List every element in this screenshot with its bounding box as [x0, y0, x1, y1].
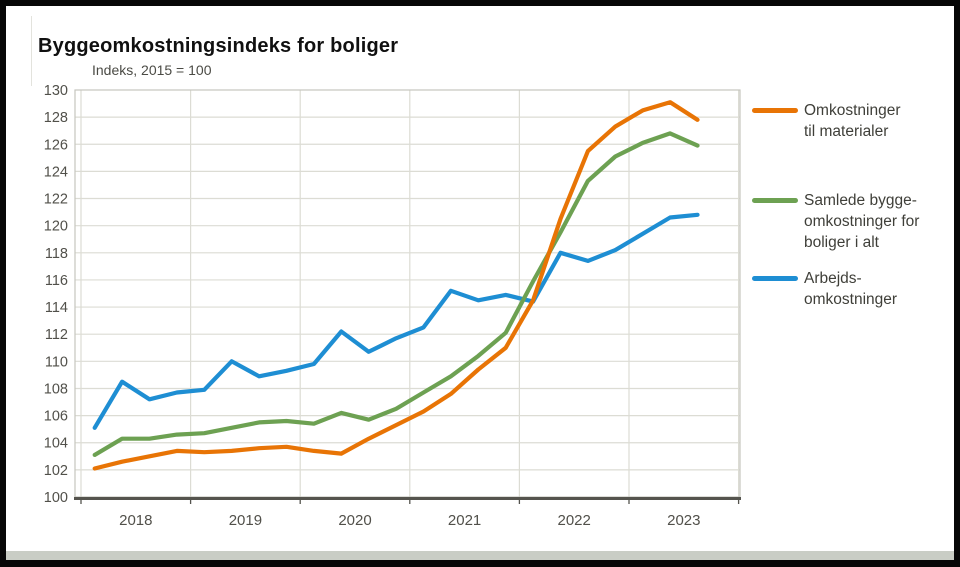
series-line-samlede	[92, 131, 700, 457]
chart-subtitle: Indeks, 2015 = 100	[92, 62, 212, 78]
scrollbar-track[interactable]	[6, 551, 954, 560]
legend-item-arbejds: Arbejds- omkostninger	[752, 268, 952, 310]
x-axis-tick-label: 2018	[119, 512, 152, 529]
chart-canvas: 100 102 104 106 108 110 112 114 116 118 120 122 124 1…	[44, 83, 741, 529]
x-axis-tick-label: 2019	[229, 512, 262, 529]
legend-item-materialer: Omkostninger til materialer	[752, 100, 952, 142]
legend-line-swatch-materialer-icon	[752, 108, 798, 113]
legend-item-samlede: Samlede bygge- omkostninger for boliger …	[752, 190, 952, 253]
y-axis-tick-label: 116	[45, 273, 68, 289]
y-axis-tick-label: 108	[44, 381, 68, 397]
x-axis-tick-label: 2020	[338, 512, 371, 529]
series-line-arbejds	[92, 212, 700, 430]
legend-line-swatch-arbejds-icon	[752, 276, 798, 281]
legend-label-samlede: Samlede bygge- omkostninger for boliger …	[804, 192, 920, 251]
legend-label-materialer: Omkostninger til materialer	[804, 102, 901, 140]
chart-legend: Omkostninger til materialer Samlede bygg…	[752, 100, 952, 310]
x-axis-tick-label: 2023	[667, 512, 700, 529]
y-axis-tick-label: 110	[45, 354, 68, 370]
series-line-materialer	[92, 100, 700, 471]
legend-label-arbejds: Arbejds- omkostninger	[804, 270, 898, 308]
y-axis-tick-label: 112	[45, 327, 68, 343]
y-axis-tick-label: 102	[44, 463, 68, 479]
y-axis-tick-label: 126	[44, 137, 68, 153]
y-axis-tick-label: 122	[44, 192, 68, 208]
y-axis-tick-label: 114	[45, 300, 68, 316]
y-axis-tick-label: 118	[45, 246, 68, 262]
y-axis-tick-label: 106	[44, 409, 68, 425]
y-axis-tick-label: 128	[44, 110, 68, 126]
x-axis-tick-label: 2021	[448, 512, 481, 529]
page-title: Byggeomkostningsindeks for boliger	[38, 35, 399, 58]
legend-line-swatch-samlede-icon	[752, 198, 798, 203]
y-axis-tick-label: 124	[44, 164, 68, 180]
y-axis-tick-label: 104	[44, 436, 68, 452]
y-axis-tick-label: 130	[44, 83, 68, 99]
y-axis-tick-label: 120	[44, 219, 68, 235]
y-axis-tick-label: 100	[44, 490, 68, 506]
content-left-rule	[31, 16, 32, 86]
x-axis-tick-label: 2022	[558, 512, 591, 529]
